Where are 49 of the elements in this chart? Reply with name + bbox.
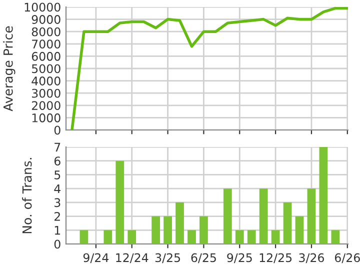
- bar: [259, 188, 268, 244]
- bar: [223, 188, 232, 244]
- bar: [116, 160, 124, 244]
- x-tick-label: 9/25: [227, 253, 252, 264]
- bar: [152, 216, 160, 244]
- x-tick-label: 3/26: [299, 253, 324, 264]
- bar: [200, 216, 208, 244]
- y-tick-label: 0: [54, 240, 60, 249]
- y-tick-label: 4: [54, 184, 60, 194]
- x-tick-label: 9/24: [83, 253, 109, 264]
- bar: [283, 202, 292, 244]
- x-tick-label: 12/24: [116, 253, 148, 264]
- bar: [80, 230, 88, 244]
- x-tick-label: 6/26: [334, 253, 360, 264]
- y-tick-label: 3: [54, 198, 60, 208]
- bar: [295, 216, 304, 244]
- y-tick-label: 8000: [32, 27, 60, 36]
- y-axis-title: No. of Trans.: [22, 158, 32, 234]
- y-tick-label: 4000: [32, 76, 60, 86]
- bar: [247, 230, 256, 244]
- bar: [271, 230, 280, 244]
- y-tick-label: 6000: [32, 52, 60, 61]
- y-tick-label: 0: [54, 126, 60, 135]
- bar: [235, 230, 244, 244]
- y-tick-label: 7: [54, 142, 60, 152]
- bar: [331, 230, 340, 244]
- y-tick-label: 2: [54, 212, 60, 221]
- x-tick-label: 6/25: [191, 253, 216, 264]
- y-tick-label: 10000: [24, 2, 60, 12]
- bar: [164, 216, 172, 244]
- y-tick-label: 6: [54, 156, 60, 166]
- bar: [307, 188, 316, 244]
- bar: [188, 230, 196, 244]
- line-series: [70, 7, 348, 130]
- y-tick-label: 5000: [32, 64, 60, 74]
- y-tick-label: 1000: [32, 113, 60, 122]
- bar: [104, 230, 112, 244]
- y-tick-label: 3000: [32, 88, 60, 98]
- bar: [128, 230, 136, 244]
- y-tick-label: 5: [54, 170, 60, 180]
- x-tick-label: 12/25: [260, 253, 292, 264]
- y-tick-label: 7000: [32, 40, 60, 49]
- y-axis-title: Average Price: [3, 26, 16, 112]
- bar: [319, 147, 328, 244]
- x-tick-label: 3/25: [155, 253, 180, 264]
- bar: [176, 202, 184, 244]
- y-tick-label: 2000: [32, 101, 60, 110]
- y-tick-label: 9000: [32, 15, 60, 24]
- y-tick-label: 1: [54, 226, 60, 235]
